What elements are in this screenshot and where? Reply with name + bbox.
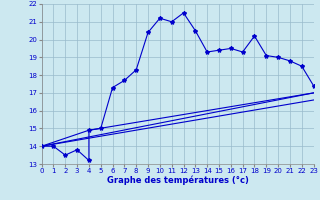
X-axis label: Graphe des températures (°c): Graphe des températures (°c) <box>107 176 249 185</box>
